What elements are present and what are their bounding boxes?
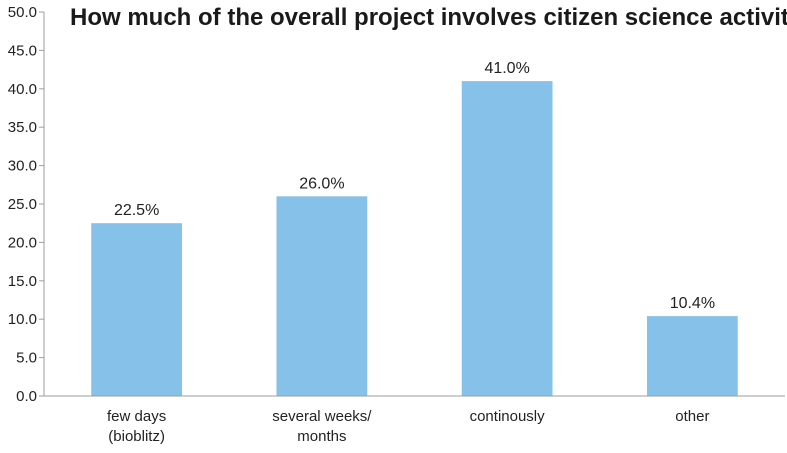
- bar: [276, 196, 368, 396]
- x-tick-label: several weeks/months: [272, 408, 372, 445]
- x-tick-label: continously: [470, 408, 546, 425]
- data-label: 22.5%: [114, 202, 159, 219]
- y-tick-label: 40.0: [8, 81, 37, 98]
- y-tick-label: 50.0: [8, 4, 37, 21]
- y-tick-label: 35.0: [8, 119, 37, 136]
- data-label: 26.0%: [299, 175, 344, 192]
- y-tick-label: 10.0: [8, 311, 37, 328]
- y-tick-label: 15.0: [8, 273, 37, 290]
- bar: [646, 316, 738, 396]
- data-label: 41.0%: [484, 60, 529, 77]
- y-tick-label: 0.0: [16, 388, 37, 405]
- chart-title: How much of the overall project involves…: [70, 4, 787, 31]
- x-tick-label: other: [675, 408, 709, 425]
- data-label: 10.4%: [670, 295, 715, 312]
- bar: [91, 223, 183, 396]
- bars: 22.5% 26.0% 41.0% 10.4%: [91, 60, 738, 397]
- bar: [461, 81, 553, 397]
- y-tick-label: 20.0: [8, 234, 37, 251]
- y-axis: 0.0 5.0 10.0 15.0 20.0 25.0 30.0 35.0 40.0 45.0 50…: [8, 4, 45, 405]
- y-tick-label: 25.0: [8, 196, 37, 213]
- x-tick-label: few days (bioblitz): [107, 408, 166, 445]
- y-tick-label: 30.0: [8, 158, 37, 175]
- y-tick-label: 5.0: [16, 350, 37, 367]
- x-axis: few days (bioblitz) several weeks/months co…: [44, 395, 785, 445]
- y-tick-label: 45.0: [8, 42, 37, 59]
